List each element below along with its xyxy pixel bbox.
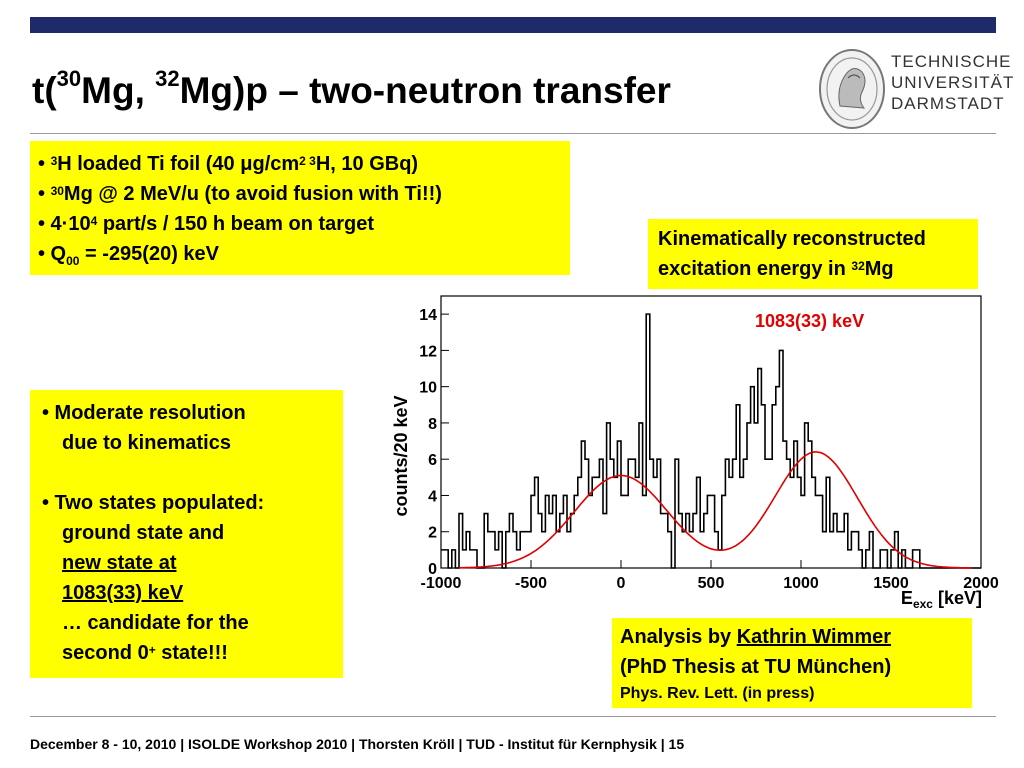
- histogram-series: [441, 313, 981, 569]
- y-tick-label: 0: [428, 561, 437, 578]
- x-axis-label: Eexc [keV]: [901, 588, 982, 611]
- footer-divider: [30, 716, 996, 717]
- x-tick-label: 1000: [783, 575, 819, 592]
- footer-text: December 8 - 10, 2010 | ISOLDE Workshop …: [30, 736, 685, 752]
- bullet-q-value: • Q00 = -295(20) keV: [38, 243, 220, 268]
- x-tick-label: 2000: [963, 575, 999, 592]
- y-tick-label: 4: [428, 488, 437, 505]
- author-link[interactable]: Kathrin Wimmer: [736, 626, 892, 648]
- bullet-beam-intensity: • 4·104 part/s / 150 h beam on target: [38, 213, 375, 235]
- excitation-energy-histogram: -1000 -500 0 500 1000 1500 2000 0 2 4 6 8 10 12 14 108…: [391, 295, 999, 611]
- slide-title: t(30Mg, 32Mg)p – two-neutron transfer: [32, 66, 671, 111]
- conclusions-box: • Moderate resolution due to kinematics …: [30, 390, 343, 678]
- x-tick-label: -1000: [421, 575, 462, 592]
- analysis-credit-box: Analysis by Kathrin Wimmer (PhD Thesis a…: [612, 618, 972, 708]
- fit-curve: [458, 451, 972, 569]
- y-tick-label: 14: [419, 307, 437, 324]
- experiment-parameters-box: • 3H loaded Ti foil (40 μg/cm2 3H, 10 GB…: [30, 141, 570, 275]
- top-banner-bar: [30, 17, 996, 33]
- y-tick-label: 2: [428, 525, 437, 542]
- bullet-target: • 3H loaded Ti foil (40 μg/cm2 3H, 10 GB…: [38, 153, 419, 175]
- y-axis-label: counts/20 keV: [391, 395, 411, 516]
- university-name-logo: TECHNISCHE UNIVERSITÄT DARMSTADT: [891, 52, 1015, 113]
- x-tick-label: 500: [698, 575, 725, 592]
- y-tick-label: 10: [419, 380, 437, 397]
- bullet-beam-energy: • 30Mg @ 2 MeV/u (to avoid fusion with T…: [38, 183, 442, 205]
- chart-caption-box: Kinematically reconstructed excitation e…: [648, 219, 978, 289]
- y-tick-label: 12: [419, 343, 437, 360]
- y-tick-label: 8: [428, 416, 437, 433]
- peak-annotation: 1083(33) keV: [755, 311, 864, 331]
- x-tick-label: 1500: [873, 575, 909, 592]
- x-tick-label: 0: [617, 575, 626, 592]
- x-tick-label: -500: [515, 575, 547, 592]
- athena-seal-logo: [819, 49, 885, 129]
- y-tick-label: 6: [428, 452, 437, 469]
- header-divider: [30, 133, 996, 134]
- plot-frame: [440, 295, 982, 569]
